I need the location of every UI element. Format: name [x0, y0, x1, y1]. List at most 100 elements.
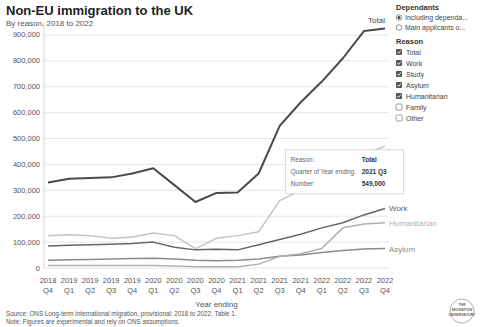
y-tick-label: 900,000: [13, 30, 40, 39]
series-line: [48, 249, 385, 261]
tooltip: Reason: Total Quarter of Year ending: 2021 …: [286, 150, 404, 194]
series-label: Work: [389, 204, 409, 213]
x-tick-label-part: Q2: [254, 286, 264, 295]
checkmark: [397, 72, 401, 75]
checkbox[interactable]: [396, 49, 402, 55]
y-tick-label: 800,000: [13, 56, 40, 65]
x-tick-label-part: 2019: [103, 276, 120, 285]
lines: [48, 28, 385, 266]
logo-ring: [450, 299, 474, 323]
x-tick-label: 2021Q4: [292, 276, 309, 295]
x-tick-label-part: Q1: [233, 286, 243, 295]
grid-line: [44, 216, 389, 217]
source: Source: ONS Long-term international migr…: [6, 310, 237, 318]
x-tick-label-part: Q4: [380, 286, 390, 295]
tooltip-value: 2021 Q3: [362, 168, 387, 176]
legend-label[interactable]: Total: [406, 49, 421, 56]
checkbox[interactable]: [396, 115, 402, 121]
x-tick-label-part: Q3: [190, 286, 200, 295]
subtitle: By reason, 2018 to 2022: [6, 19, 94, 28]
logo-part: OBSERVATORY: [449, 313, 477, 317]
x-tick-label-part: Q1: [317, 286, 327, 295]
x-tick-label-part: Q4: [127, 286, 137, 295]
legend-label[interactable]: Asylum: [406, 82, 429, 90]
grid-line: [44, 112, 389, 113]
x-tick-label: 2019Q1: [61, 276, 78, 295]
logo: THEMIGRATIONOBSERVATORY: [449, 303, 477, 317]
legend-label[interactable]: Other: [406, 115, 424, 122]
x-tick-label: 2022Q1: [313, 276, 330, 295]
x-tick-label-part: Q2: [338, 286, 348, 295]
x-tick-label-part: Q1: [148, 286, 158, 295]
tooltip-label: Reason:: [291, 156, 315, 163]
x-tick-label: 2019Q4: [124, 276, 141, 295]
x-tick-label-part: Q4: [43, 286, 53, 295]
x-tick-label-part: 2021: [229, 276, 246, 285]
legend-label[interactable]: Humanitarian: [406, 93, 448, 100]
grid-line: [44, 268, 389, 269]
x-tick-label: 2022Q4: [377, 276, 394, 295]
x-tick-label: 2021Q1: [229, 276, 246, 295]
radio-label[interactable]: Main applicants o...: [405, 24, 465, 32]
grid-line: [44, 86, 389, 87]
x-tick-label-part: 2018: [40, 276, 57, 285]
legend-label[interactable]: Study: [406, 71, 424, 79]
x-tick-label-part: 2021: [271, 276, 288, 285]
x-tick-label-part: Q4: [296, 286, 306, 295]
x-tick-label: 2021Q2: [250, 276, 267, 295]
grid-line: [44, 60, 389, 61]
radio[interactable]: [396, 25, 402, 31]
x-tick-label-part: 2020: [166, 276, 183, 285]
x-tick-label-part: 2022: [335, 276, 352, 285]
series-label: Total: [368, 16, 385, 25]
x-tick-label: 2020Q3: [187, 276, 204, 295]
checkmark: [397, 50, 401, 53]
tooltip-value: Total: [362, 156, 377, 163]
series-label: Asylum: [389, 245, 416, 254]
legend-label[interactable]: Family: [406, 104, 427, 112]
x-tick-label-part: 2021: [292, 276, 309, 285]
x-tick-label: 2020Q4: [208, 276, 225, 295]
x-tick-label: 2020Q1: [145, 276, 162, 295]
checkbox[interactable]: [396, 93, 402, 99]
grid-line: [44, 34, 389, 35]
checkbox[interactable]: [396, 60, 402, 66]
x-tick-label-part: 2019: [61, 276, 78, 285]
x-tick-label: 2019Q2: [82, 276, 99, 295]
legend-label[interactable]: Work: [406, 60, 423, 67]
y-tick-label: 300,000: [13, 186, 40, 195]
x-tick-label-part: Q1: [64, 286, 74, 295]
legend-title: Reason: [396, 37, 424, 46]
y-tick-label: 600,000: [13, 108, 40, 117]
x-tick-label-part: 2022: [313, 276, 330, 285]
tooltip-value: 549,000: [362, 180, 386, 188]
checkmark: [397, 61, 401, 64]
x-tick-label-part: 2022: [356, 276, 373, 285]
y-tick-label: 100,000: [13, 238, 40, 247]
checkbox[interactable]: [396, 71, 402, 77]
title: Non-EU immigration to the UK: [6, 3, 194, 18]
note: Note: Figures are experimental and rely …: [6, 318, 180, 326]
series-line: [48, 223, 385, 267]
series-line: [48, 208, 385, 249]
x-tick-label-part: Q3: [275, 286, 285, 295]
x-axis-title: Year ending: [195, 300, 237, 309]
radio-label[interactable]: Including dependa...: [405, 14, 468, 22]
x-tick-label-part: 2019: [82, 276, 99, 285]
x-tick-label: 2020Q2: [166, 276, 183, 295]
logo-part: MIGRATION: [452, 308, 473, 312]
radio[interactable]: [396, 15, 402, 21]
x-tick-label-part: Q3: [359, 286, 369, 295]
checkbox[interactable]: [396, 104, 402, 110]
checkbox[interactable]: [396, 82, 402, 88]
x-tick-label: 2022Q2: [335, 276, 352, 295]
y-tick-label: 400,000: [13, 160, 40, 169]
tooltip-label: Quarter of Year ending:: [291, 168, 356, 176]
x-tick-label-part: Q4: [211, 286, 221, 295]
x-tick-label-part: 2020: [187, 276, 204, 285]
grid-line: [44, 138, 389, 139]
control-title: Dependants: [396, 3, 439, 12]
grid-line: [44, 242, 389, 243]
x-tick-label-part: 2019: [124, 276, 141, 285]
x-tick-label: 2021Q3: [271, 276, 288, 295]
